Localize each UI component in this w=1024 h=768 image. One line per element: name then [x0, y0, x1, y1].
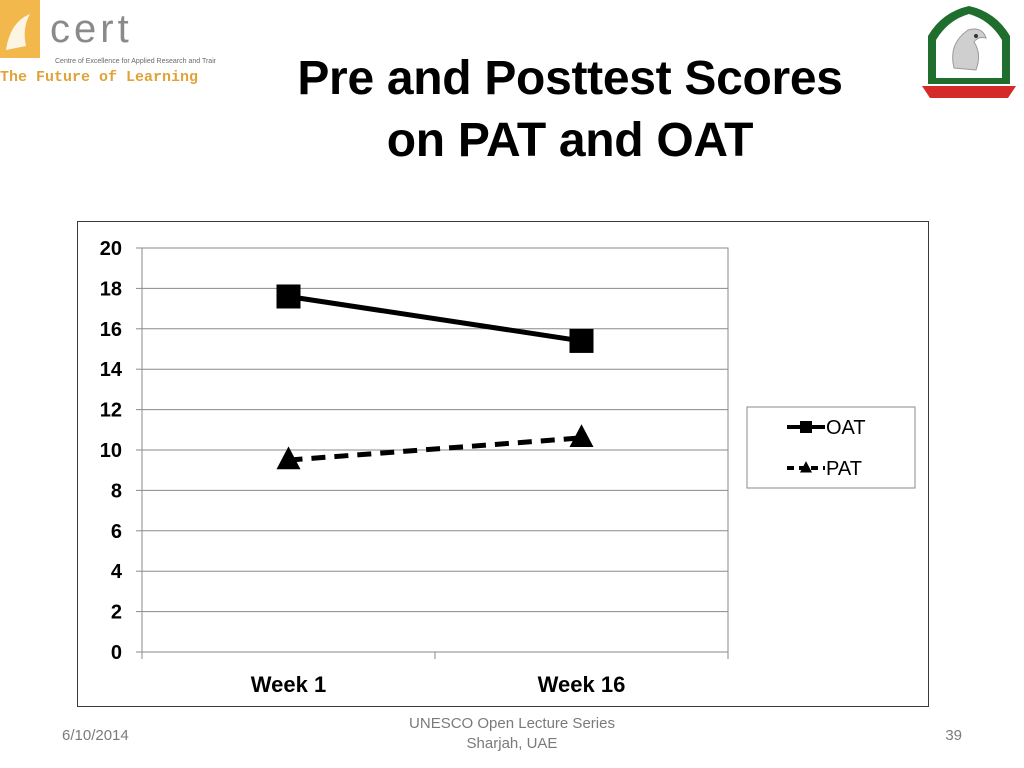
y-tick-label: 12 [100, 400, 122, 422]
x-tick-label: Week 1 [251, 672, 326, 697]
slide-title: Pre and Posttest Scores on PAT and OAT [210, 48, 930, 172]
data-point-pat [569, 424, 594, 447]
footer-center-line2: Sharjah, UAE [466, 735, 558, 752]
y-tick-label: 6 [111, 521, 122, 543]
footer-date: 6/10/2014 [62, 727, 129, 744]
footer-center-line1: UNESCO Open Lecture Series [409, 715, 615, 732]
legend-marker [800, 461, 812, 473]
cert-subtitle-text: Centre of Excellence for Applied Researc… [55, 58, 216, 65]
cert-bird-icon [6, 14, 30, 50]
cert-brand-text: cert [50, 7, 133, 51]
legend [746, 406, 916, 489]
y-tick-label: 16 [100, 319, 122, 341]
y-tick-label: 18 [100, 278, 122, 300]
x-tick-label: Week 16 [538, 672, 626, 697]
data-point-oat [276, 284, 301, 309]
y-tick-label: 20 [100, 238, 122, 260]
falcon-emblem-icon [922, 6, 1016, 98]
slide-title-line1: Pre and Posttest Scores [297, 52, 843, 105]
y-tick-label: 2 [111, 602, 122, 624]
legend-label: OAT [826, 417, 866, 439]
y-tick-label: 10 [100, 440, 122, 462]
data-point-oat [569, 328, 594, 353]
line-chart: 0 2 4 6 8 10 12 14 16 18 20 Week 1 Week 16 OAT PAT [100, 238, 916, 697]
footer-page-number: 39 [945, 727, 962, 744]
y-tick-label: 8 [111, 480, 122, 502]
legend-marker [800, 421, 812, 433]
footer-center: UNESCO Open Lecture Series Sharjah, UAE [362, 714, 662, 754]
cert-logo: cert Centre of Excellence for Applied Re… [0, 0, 216, 86]
y-tick-label: 0 [111, 642, 122, 664]
series-line-oat [288, 294, 582, 344]
y-tick-label: 4 [111, 561, 123, 583]
data-point-pat [276, 446, 301, 470]
cert-tagline-text: The Future of Learning [0, 69, 198, 86]
series-line-pat [288, 435, 582, 463]
chart-frame: 0 2 4 6 8 10 12 14 16 18 20 Week 1 Week 16 OAT PAT [77, 221, 929, 707]
slide-title-line2: on PAT and OAT [386, 114, 754, 167]
y-tick-label: 14 [100, 359, 123, 381]
legend-label: PAT [826, 458, 862, 480]
